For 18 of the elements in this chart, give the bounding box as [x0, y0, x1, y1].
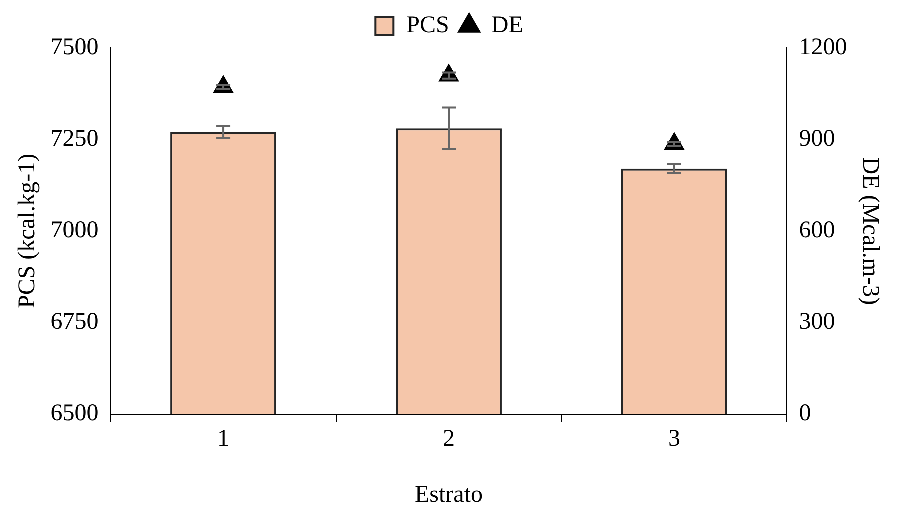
y-tick-label: 7250: [50, 126, 99, 152]
y-tick-label: 6750: [50, 309, 99, 336]
x-axis-title: Estrato: [415, 482, 483, 508]
y2-tick-label: 1200: [799, 34, 848, 60]
y2-tick-label: 0: [799, 400, 812, 427]
y2-tick-label: 600: [799, 217, 836, 244]
y-axis-title: PCS (kcal.kg-1): [14, 154, 41, 309]
legend-label: PCS: [406, 12, 450, 38]
x-tick-label: 1: [218, 426, 230, 452]
y2-tick-label: 300: [799, 309, 836, 336]
y-tick-label: 7000: [50, 217, 99, 244]
x-tick-label: 2: [443, 426, 455, 452]
y-tick-label: 6500: [50, 400, 99, 427]
legend-label: DE: [491, 12, 524, 38]
y2-tick-label: 900: [799, 126, 836, 152]
x-tick-label: 3: [668, 426, 680, 452]
y2-axis-title: DE (Mcal.m-3): [857, 157, 884, 306]
y-tick-label: 7500: [50, 34, 99, 60]
